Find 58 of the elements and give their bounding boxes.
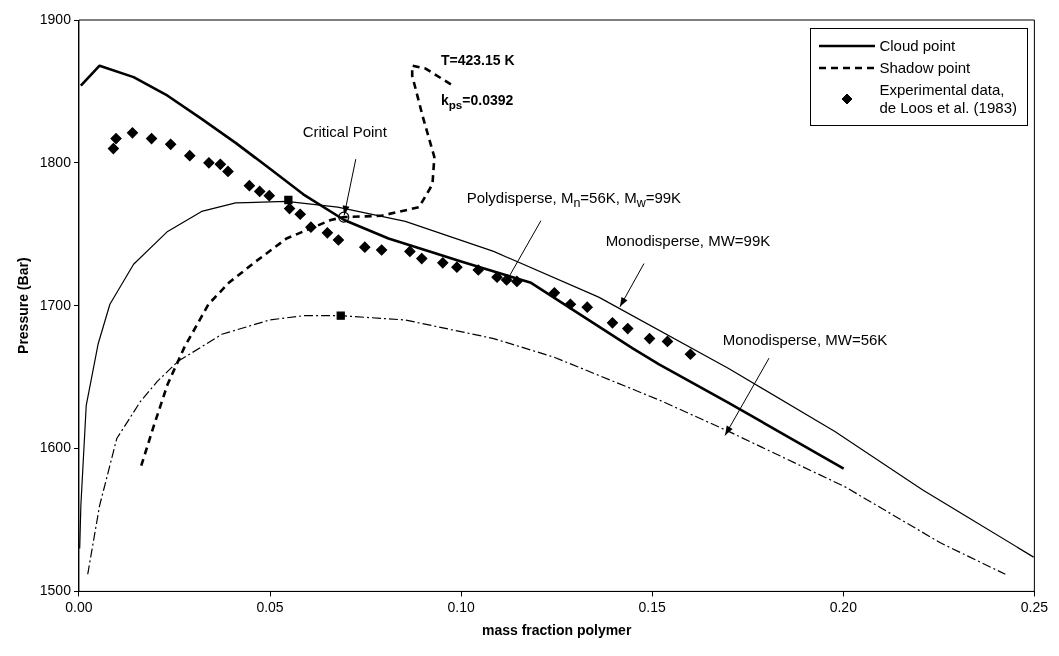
point: [254, 185, 266, 198]
point: [214, 158, 226, 170]
point: [263, 190, 275, 202]
point: [222, 165, 234, 178]
point: [294, 208, 306, 220]
point: [336, 311, 345, 320]
annotation: T=423.15 K: [440, 52, 515, 68]
point: [110, 132, 122, 145]
y-tick-label: 1800: [39, 153, 72, 170]
point: [338, 211, 350, 223]
point: [491, 271, 503, 283]
y-tick-label: 1700: [39, 296, 72, 313]
point: [472, 264, 484, 276]
point: [203, 157, 215, 169]
point: [622, 322, 634, 335]
x-tick-label: 0.05: [256, 598, 284, 615]
point: [107, 142, 119, 155]
y-tick-label: 1900: [39, 10, 72, 27]
y-tick-label: 1500: [39, 582, 72, 599]
legend-label: Shadow point: [879, 59, 972, 77]
point: [606, 317, 619, 329]
point: [184, 150, 196, 162]
annotation: k$_{ps}$=0.0392: [440, 92, 514, 111]
point: [145, 132, 158, 145]
point: [165, 138, 177, 150]
point: [126, 127, 139, 139]
annotation: Monodisperse, MW=56K: [722, 330, 888, 348]
point: [321, 227, 333, 239]
point: [284, 195, 293, 205]
legend-label: Experimental data, de Loos et al. (1983): [879, 81, 1018, 117]
point: [332, 234, 345, 246]
legend-label: Cloud point: [879, 37, 957, 55]
x-tick-label: 0.00: [65, 598, 93, 615]
x-tick-label: 0.10: [447, 598, 475, 615]
point: [359, 241, 371, 253]
point: [451, 261, 463, 273]
x-axis-title: mass fraction polymer: [481, 622, 632, 639]
point: [548, 287, 560, 299]
point: [643, 332, 656, 345]
annotation: Monodisperse, MW=99K: [605, 231, 771, 249]
point: [581, 301, 593, 313]
annotation: Polydisperse, M$_{n}$=56K, M$_{w}$=99K: [466, 188, 682, 210]
point: [564, 298, 577, 310]
annotation: Critical Point: [302, 122, 387, 140]
x-tick-label: 0.25: [1020, 598, 1049, 615]
point: [404, 245, 416, 258]
point: [243, 180, 255, 192]
point: [416, 252, 428, 265]
point: [661, 335, 674, 348]
y-axis-title: Pressure (Bar): [15, 257, 32, 354]
point: [437, 257, 449, 269]
point: [305, 221, 317, 233]
x-tick-label: 0.15: [638, 598, 667, 615]
point: [511, 275, 523, 288]
point: [376, 244, 388, 256]
x-tick-label: 0.20: [829, 598, 858, 615]
y-tick-label: 1600: [39, 439, 72, 456]
point: [684, 348, 697, 360]
